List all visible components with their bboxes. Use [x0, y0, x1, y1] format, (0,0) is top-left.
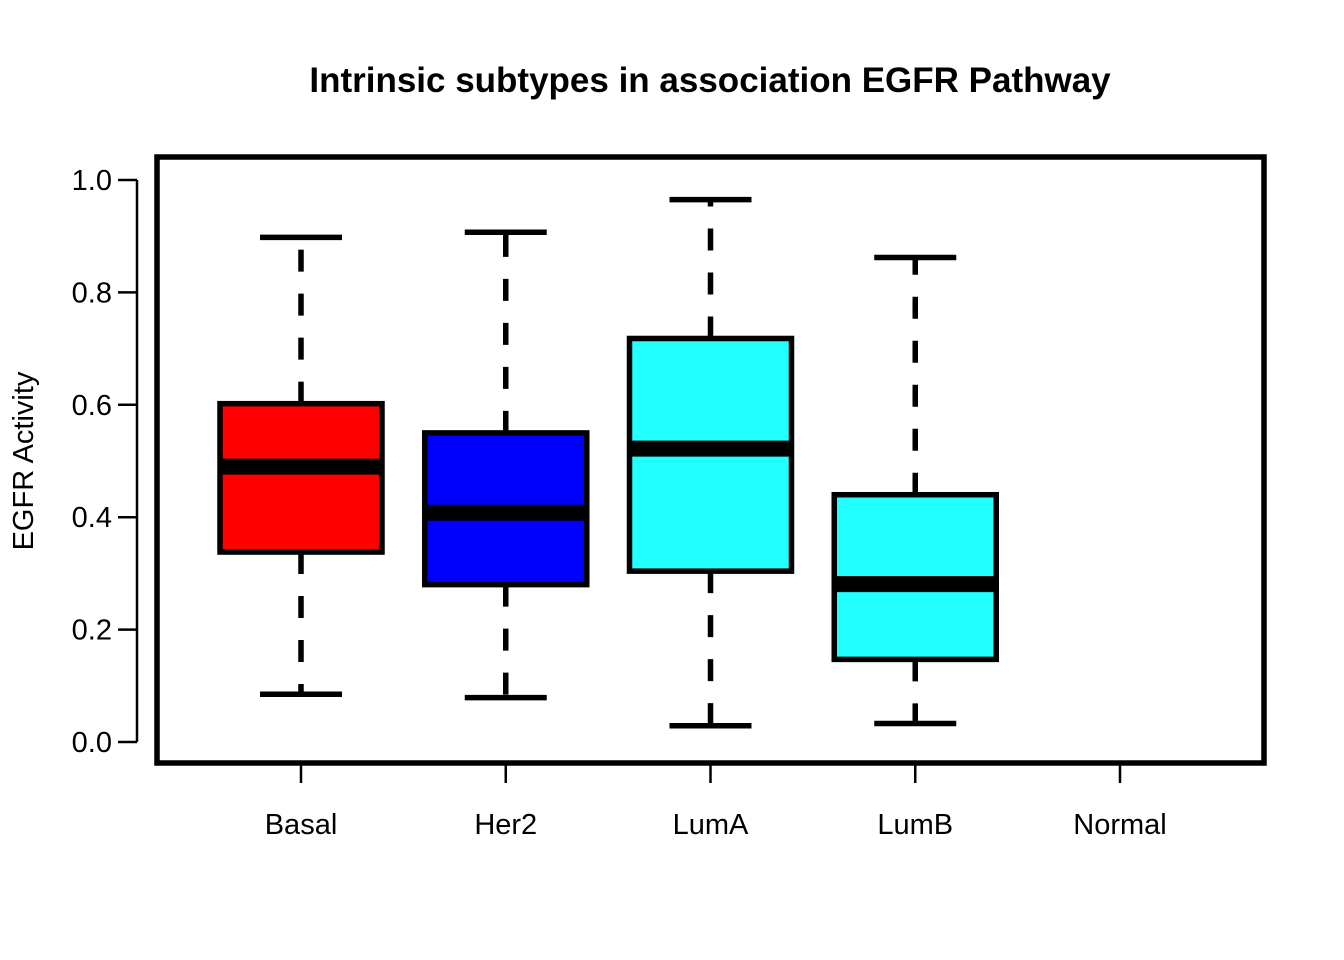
y-tick-label: 0.6	[72, 390, 112, 422]
y-tick-label: 1.0	[72, 165, 112, 197]
y-tick-label: 0.0	[72, 727, 112, 759]
chart-title: Intrinsic subtypes in association EGFR P…	[309, 61, 1111, 100]
box-iqr	[217, 400, 385, 555]
y-tick-label: 0.8	[72, 277, 112, 309]
x-tick-label: LumB	[877, 809, 953, 841]
x-tick-label: LumA	[673, 809, 749, 841]
box-lumb	[831, 254, 999, 727]
y-tick-label: 0.2	[72, 615, 112, 647]
y-axis: 0.0 0.2 0.4 0.6 0.8 1.0	[72, 165, 139, 759]
box-basal	[217, 234, 385, 697]
x-tick-label: Her2	[474, 809, 537, 841]
y-axis-label: EGFR Activity	[8, 371, 40, 550]
box-luma	[626, 196, 795, 729]
x-tick-label: Normal	[1073, 809, 1166, 841]
x-axis: Basal Her2 LumA LumB Normal	[265, 763, 1167, 841]
y-tick-label: 0.4	[72, 502, 112, 534]
x-tick-label: Basal	[265, 809, 338, 841]
box-group	[217, 196, 999, 729]
plot-frame	[154, 154, 1267, 766]
box-her2	[422, 229, 590, 701]
